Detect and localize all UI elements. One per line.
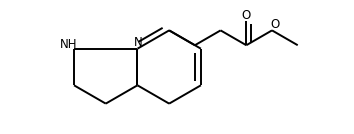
Text: O: O [270,18,280,31]
Text: N: N [134,36,143,49]
Text: NH: NH [60,38,77,51]
Text: O: O [242,9,251,22]
